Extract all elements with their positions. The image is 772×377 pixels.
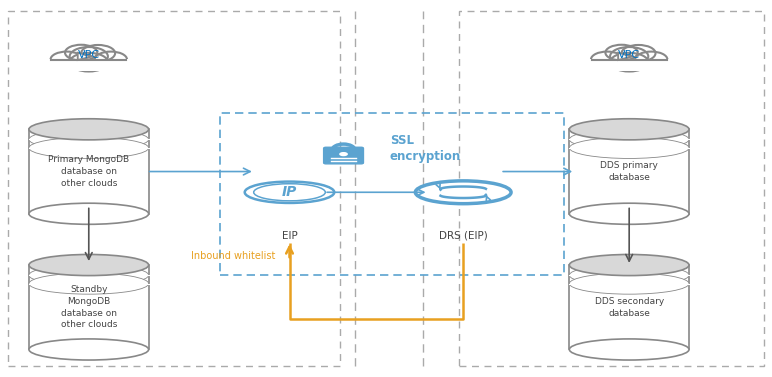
Ellipse shape [29, 265, 149, 286]
Circle shape [85, 53, 90, 55]
Bar [569, 265, 689, 349]
Ellipse shape [29, 119, 149, 140]
Circle shape [95, 52, 127, 67]
Bar [459, 11, 764, 366]
Text: DDS secondary
database: DDS secondary database [594, 297, 664, 318]
Text: IP: IP [282, 185, 297, 199]
Ellipse shape [415, 181, 511, 204]
Ellipse shape [29, 203, 149, 224]
Ellipse shape [569, 273, 689, 294]
Ellipse shape [29, 339, 149, 360]
Bar [220, 113, 564, 275]
Ellipse shape [569, 339, 689, 360]
Bar [8, 11, 340, 366]
Bar [29, 265, 149, 349]
Circle shape [625, 53, 631, 55]
Bar [569, 129, 689, 214]
Ellipse shape [569, 137, 689, 158]
Text: Primary MongoDB
database on
other clouds: Primary MongoDB database on other clouds [48, 155, 130, 188]
Circle shape [605, 45, 638, 61]
Circle shape [610, 53, 648, 72]
Circle shape [51, 52, 83, 67]
Text: DRS (EIP): DRS (EIP) [438, 231, 488, 241]
Ellipse shape [29, 273, 149, 294]
Bar [29, 129, 149, 214]
Text: Inbound whitelist: Inbound whitelist [191, 251, 276, 261]
Ellipse shape [29, 254, 149, 276]
Text: EIP: EIP [282, 231, 297, 241]
FancyBboxPatch shape [323, 147, 364, 164]
Ellipse shape [569, 203, 689, 224]
Text: VPC: VPC [618, 50, 640, 60]
Ellipse shape [29, 129, 149, 150]
Polygon shape [618, 53, 633, 60]
Ellipse shape [569, 119, 689, 140]
Circle shape [81, 45, 115, 61]
Circle shape [69, 47, 108, 66]
Text: Standby
MongoDB
database on
other clouds: Standby MongoDB database on other clouds [60, 285, 117, 329]
Ellipse shape [254, 184, 325, 201]
Circle shape [339, 152, 348, 156]
Circle shape [635, 52, 667, 67]
Bar [49, 60, 129, 71]
Text: SSL
encryption: SSL encryption [390, 135, 461, 163]
Bar [589, 60, 669, 71]
Circle shape [591, 52, 623, 67]
Polygon shape [78, 53, 93, 60]
Ellipse shape [569, 265, 689, 286]
Circle shape [610, 47, 648, 66]
Ellipse shape [569, 254, 689, 276]
Ellipse shape [569, 129, 689, 150]
Ellipse shape [245, 182, 334, 203]
Circle shape [65, 45, 97, 61]
Ellipse shape [29, 137, 149, 158]
Circle shape [621, 45, 655, 61]
Circle shape [69, 53, 108, 72]
Text: DDS primary
database: DDS primary database [601, 161, 658, 182]
Text: VPC: VPC [78, 50, 100, 60]
